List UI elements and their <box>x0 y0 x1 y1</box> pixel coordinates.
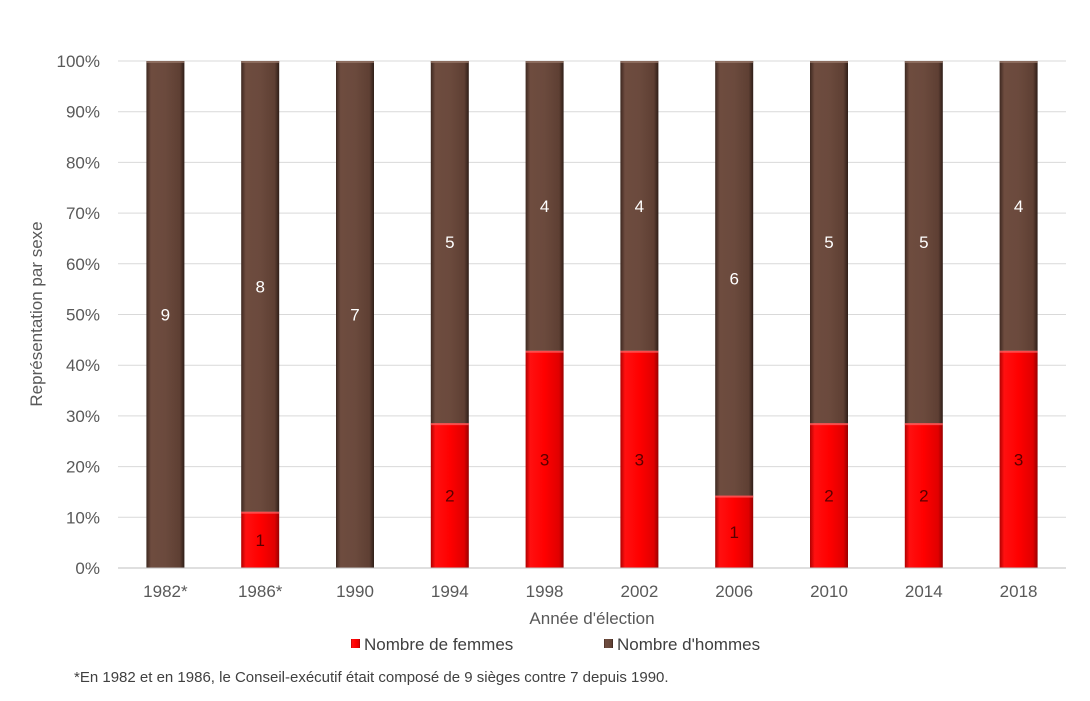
legend-swatch-hommes <box>604 639 613 648</box>
x-tick-label: 1982* <box>143 582 188 601</box>
y-axis-ticks: 0% 10% 20% 30% 40% 50% 60% 70% 80% 90% 100% <box>57 52 100 578</box>
data-label-hommes: 4 <box>635 197 644 216</box>
y-tick-label: 40% <box>66 356 100 375</box>
bar-femmes <box>810 423 848 568</box>
legend-swatch-femmes <box>351 639 360 648</box>
bar-femmes <box>525 350 564 568</box>
data-label-hommes: 5 <box>445 233 454 252</box>
legend: Nombre de femmes Nombre d'hommes <box>351 635 760 654</box>
data-label-femmes: 2 <box>919 487 928 506</box>
bar-hommes <box>810 61 848 424</box>
x-tick-label: 1998 <box>526 582 564 601</box>
y-tick-label: 50% <box>66 306 100 325</box>
bar-hommes-highlight <box>715 61 754 63</box>
bar-femmes-highlight <box>241 511 280 514</box>
bar-hommes-highlight <box>241 61 280 63</box>
bar-femmes-highlight <box>904 423 943 426</box>
data-label-hommes: 7 <box>350 306 359 325</box>
bar-hommes <box>430 61 469 424</box>
bar-femmes <box>241 511 280 568</box>
bar-hommes-highlight <box>810 61 848 63</box>
x-axis-ticks: 1982* 1986* 1990 1994 1998 2002 2006 2010 2014 20… <box>143 582 1037 601</box>
y-tick-label: 70% <box>66 204 100 223</box>
bar-hommes-highlight <box>620 61 659 63</box>
bar-femmes <box>715 495 754 568</box>
y-axis-title: Représentation par sexe <box>27 221 46 406</box>
data-label-femmes: 2 <box>824 487 833 506</box>
x-tick-label: 1994 <box>431 582 469 601</box>
bar-femmes <box>620 350 659 568</box>
bar-femmes-highlight <box>715 495 754 498</box>
bar-hommes-highlight <box>525 61 564 63</box>
bar-femmes-highlight <box>525 350 564 353</box>
legend-item-femmes: Nombre de femmes <box>351 635 513 654</box>
y-tick-label: 80% <box>66 153 100 172</box>
x-tick-label: 2018 <box>1000 582 1038 601</box>
x-tick-label: 2002 <box>620 582 658 601</box>
bar-hommes <box>999 61 1038 351</box>
bar-femmes <box>999 350 1038 568</box>
x-tick-label: 1990 <box>336 582 374 601</box>
y-tick-label: 60% <box>66 255 100 274</box>
bar-hommes <box>715 61 754 496</box>
bar-hommes-highlight <box>430 61 469 63</box>
bar-hommes-highlight <box>146 61 185 63</box>
bar-hommes-highlight <box>904 61 943 63</box>
data-label-femmes: 3 <box>540 450 549 469</box>
x-axis-title: Année d'élection <box>529 609 654 628</box>
data-labels: 9 1 8 7 2 5 3 4 3 4 1 6 2 5 2 5 3 4 <box>161 197 1024 550</box>
bar-hommes <box>146 61 185 568</box>
x-tick-label: 2006 <box>715 582 753 601</box>
bar-femmes-highlight <box>620 350 659 353</box>
x-tick-label: 2010 <box>810 582 848 601</box>
data-label-hommes: 6 <box>729 269 738 288</box>
data-label-femmes: 3 <box>635 450 644 469</box>
data-label-femmes: 2 <box>445 487 454 506</box>
bar-hommes <box>525 61 564 351</box>
bar-hommes <box>904 61 943 424</box>
bar-hommes <box>241 61 280 512</box>
data-label-hommes: 4 <box>1014 197 1023 216</box>
bar-femmes-highlight <box>430 423 469 426</box>
x-tick-label: 1986* <box>238 582 283 601</box>
bar-hommes-highlight <box>999 61 1038 63</box>
bar-hommes <box>620 61 659 351</box>
legend-label-hommes: Nombre d'hommes <box>617 635 760 654</box>
data-label-hommes: 9 <box>161 306 170 325</box>
bars <box>146 61 1038 568</box>
bar-femmes-highlight <box>810 423 848 426</box>
bar-femmes <box>430 423 469 568</box>
y-tick-label: 90% <box>66 103 100 122</box>
data-label-hommes: 8 <box>255 277 264 296</box>
data-label-hommes: 5 <box>824 233 833 252</box>
bar-femmes <box>904 423 943 568</box>
y-tick-label: 100% <box>57 52 100 71</box>
bar-hommes <box>336 61 374 568</box>
legend-label-femmes: Nombre de femmes <box>364 635 513 654</box>
data-label-hommes: 5 <box>919 233 928 252</box>
footnote: *En 1982 et en 1986, le Conseil-exécutif… <box>74 669 669 686</box>
data-label-femmes: 3 <box>1014 450 1023 469</box>
data-label-hommes: 4 <box>540 197 549 216</box>
y-tick-label: 30% <box>66 407 100 426</box>
y-tick-label: 0% <box>75 559 100 578</box>
y-tick-label: 20% <box>66 458 100 477</box>
data-label-femmes: 1 <box>729 523 738 542</box>
legend-item-hommes: Nombre d'hommes <box>604 635 760 654</box>
x-tick-label: 2014 <box>905 582 943 601</box>
bar-femmes-highlight <box>999 350 1038 353</box>
data-label-femmes: 1 <box>255 531 264 550</box>
bar-hommes-highlight <box>336 61 374 63</box>
y-tick-label: 10% <box>66 508 100 527</box>
